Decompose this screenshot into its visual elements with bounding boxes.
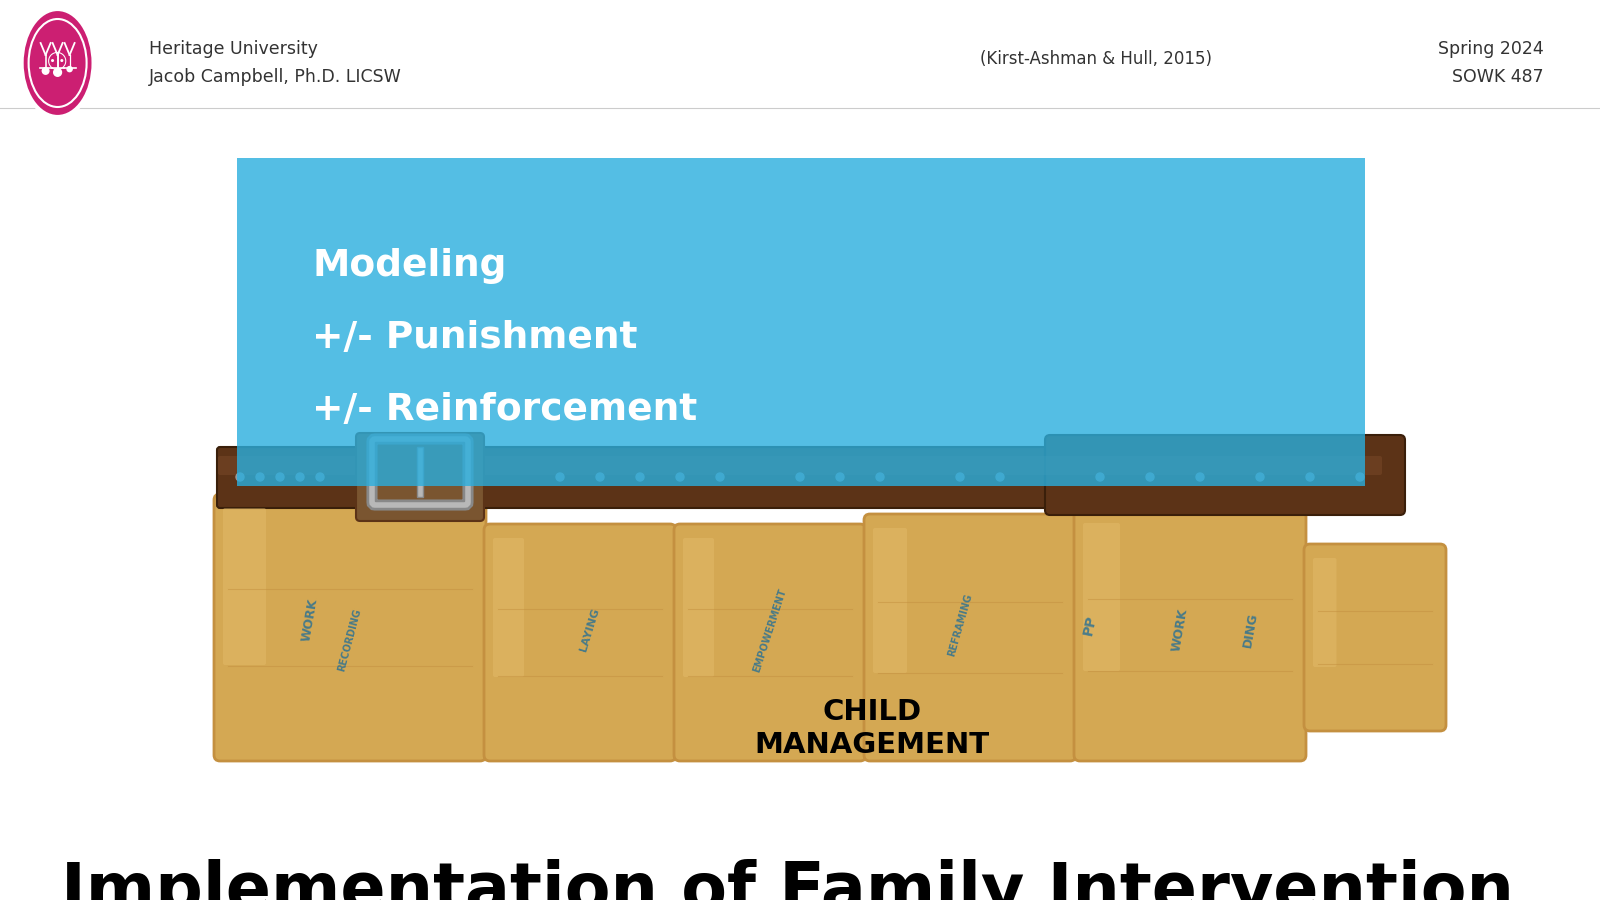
FancyBboxPatch shape — [1314, 558, 1336, 667]
Text: Modeling: Modeling — [312, 248, 506, 284]
Circle shape — [877, 473, 883, 481]
FancyBboxPatch shape — [1074, 509, 1306, 761]
FancyBboxPatch shape — [493, 538, 525, 677]
FancyBboxPatch shape — [864, 514, 1075, 761]
Circle shape — [1146, 473, 1154, 481]
Text: Implementation of Family Intervention: Implementation of Family Intervention — [61, 860, 1514, 900]
Text: DING: DING — [1240, 611, 1259, 649]
Text: Jacob Campbell, Ph.D. LICSW: Jacob Campbell, Ph.D. LICSW — [149, 68, 402, 86]
Text: +/- Punishment: +/- Punishment — [312, 320, 637, 356]
FancyBboxPatch shape — [1304, 544, 1446, 731]
Text: Spring 2024: Spring 2024 — [1438, 40, 1544, 58]
FancyBboxPatch shape — [214, 494, 486, 761]
Circle shape — [317, 473, 323, 481]
Circle shape — [256, 473, 264, 481]
Circle shape — [557, 473, 563, 481]
Circle shape — [1096, 473, 1104, 481]
Text: SOWK 487: SOWK 487 — [1453, 68, 1544, 86]
Circle shape — [1306, 473, 1314, 481]
Text: PP: PP — [1082, 614, 1099, 636]
Circle shape — [237, 473, 243, 481]
Text: Heritage University: Heritage University — [149, 40, 318, 58]
Circle shape — [957, 473, 963, 481]
Circle shape — [717, 473, 723, 481]
Circle shape — [1197, 473, 1205, 481]
FancyBboxPatch shape — [222, 508, 266, 665]
Ellipse shape — [21, 9, 93, 117]
FancyBboxPatch shape — [683, 538, 714, 677]
Circle shape — [67, 67, 72, 72]
Circle shape — [835, 473, 845, 481]
Circle shape — [797, 473, 805, 481]
Circle shape — [1256, 473, 1264, 481]
FancyBboxPatch shape — [1045, 435, 1405, 515]
FancyBboxPatch shape — [874, 528, 907, 673]
Text: LAYING: LAYING — [579, 608, 602, 652]
Text: REFRAMING: REFRAMING — [946, 592, 974, 658]
Circle shape — [277, 473, 285, 481]
Text: WORK: WORK — [1170, 608, 1190, 652]
Circle shape — [1357, 473, 1363, 481]
Text: (Kirst-Ashman & Hull, 2015): (Kirst-Ashman & Hull, 2015) — [979, 50, 1213, 68]
FancyBboxPatch shape — [483, 524, 675, 761]
Circle shape — [595, 473, 605, 481]
FancyBboxPatch shape — [674, 524, 866, 761]
Circle shape — [637, 473, 643, 481]
Circle shape — [675, 473, 685, 481]
Circle shape — [42, 68, 50, 74]
Circle shape — [54, 68, 61, 76]
Text: EMPOWERMENT: EMPOWERMENT — [752, 587, 789, 673]
FancyBboxPatch shape — [355, 433, 483, 521]
Bar — [418, 447, 422, 497]
Text: ⚇: ⚇ — [46, 51, 69, 75]
Text: RECORDING: RECORDING — [336, 608, 363, 672]
Text: +/- Reinforcement: +/- Reinforcement — [312, 392, 698, 428]
FancyBboxPatch shape — [1083, 523, 1120, 671]
Circle shape — [296, 473, 304, 481]
Text: CHILD
MANAGEMENT: CHILD MANAGEMENT — [755, 698, 989, 759]
Bar — [237, 158, 1365, 486]
FancyBboxPatch shape — [218, 447, 1382, 508]
FancyBboxPatch shape — [218, 456, 1382, 475]
Text: WORK: WORK — [299, 598, 320, 643]
Circle shape — [995, 473, 1005, 481]
